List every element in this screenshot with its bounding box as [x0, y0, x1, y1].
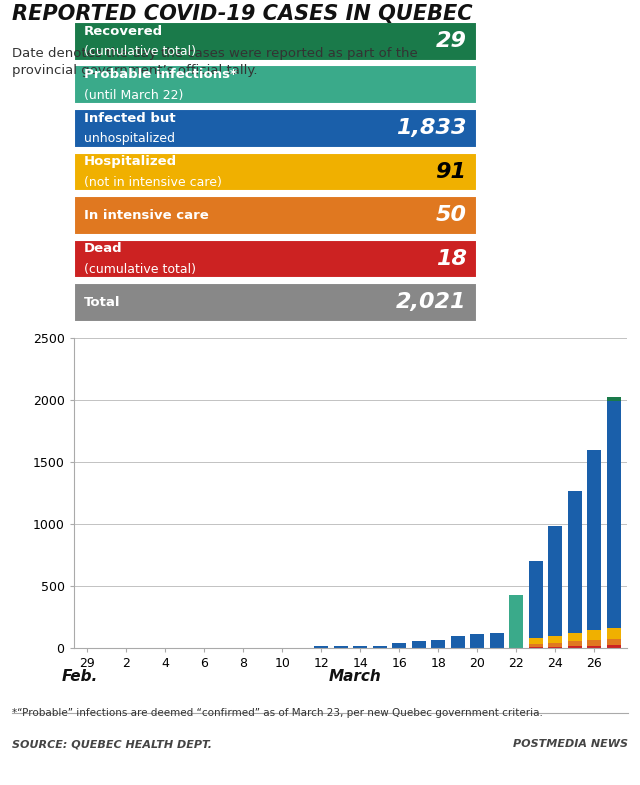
Bar — [587, 645, 601, 648]
Text: In intensive care: In intensive care — [84, 209, 209, 222]
Bar — [333, 646, 348, 648]
Bar — [607, 397, 621, 400]
Text: Recovered: Recovered — [84, 24, 163, 38]
Text: (not in intensive care): (not in intensive care) — [84, 176, 221, 188]
Bar — [607, 628, 621, 639]
Text: Feb.: Feb. — [62, 669, 98, 684]
Bar — [568, 641, 582, 646]
Text: unhospitalized: unhospitalized — [84, 132, 175, 145]
Bar — [548, 526, 562, 636]
Text: 2,021: 2,021 — [396, 293, 467, 312]
Bar — [607, 639, 621, 645]
Text: (cumulative total): (cumulative total) — [84, 263, 196, 276]
Text: Date denotes the day the cases were reported as part of the
provincial governmen: Date denotes the day the cases were repo… — [12, 47, 417, 77]
Bar — [548, 643, 562, 647]
Bar — [568, 646, 582, 648]
Bar — [509, 594, 523, 648]
Text: 18: 18 — [436, 249, 467, 269]
Bar — [587, 640, 601, 645]
Text: SOURCE: QUEBEC HEALTH DEPT.: SOURCE: QUEBEC HEALTH DEPT. — [12, 739, 211, 750]
Text: Total: Total — [84, 296, 120, 309]
Text: POSTMEDIA NEWS: POSTMEDIA NEWS — [513, 739, 628, 750]
Bar — [529, 561, 543, 638]
Bar — [529, 638, 543, 644]
Text: March: March — [329, 669, 381, 684]
Text: (until March 22): (until March 22) — [84, 89, 183, 101]
Bar — [412, 641, 426, 648]
Text: 50: 50 — [436, 206, 467, 225]
Text: Hospitalized: Hospitalized — [84, 155, 177, 168]
Bar — [451, 636, 465, 648]
Text: 91: 91 — [436, 162, 467, 182]
Bar — [372, 645, 387, 648]
Bar — [548, 636, 562, 643]
Bar — [548, 647, 562, 648]
Bar — [353, 645, 367, 648]
Bar — [314, 646, 328, 648]
Bar — [529, 644, 543, 647]
Bar — [470, 634, 484, 648]
Text: 29: 29 — [436, 31, 467, 51]
Bar — [587, 450, 601, 630]
Text: REPORTED COVID-19 CASES IN QUEBEC: REPORTED COVID-19 CASES IN QUEBEC — [12, 4, 472, 24]
Bar — [587, 630, 601, 640]
Text: Dead: Dead — [84, 243, 122, 255]
Text: Infected but: Infected but — [84, 111, 175, 125]
Bar — [392, 643, 406, 648]
Bar — [607, 645, 621, 648]
Text: 1,833: 1,833 — [396, 119, 467, 138]
Text: Probable infections*: Probable infections* — [84, 68, 237, 81]
Text: (cumulative total): (cumulative total) — [84, 45, 196, 58]
Bar — [607, 400, 621, 628]
Bar — [431, 640, 445, 648]
Bar — [568, 633, 582, 641]
Bar — [568, 491, 582, 633]
Text: *“Probable” infections are deemed “confirmed” as of March 23, per new Quebec gov: *“Probable” infections are deemed “confi… — [12, 708, 542, 718]
Bar — [490, 633, 504, 648]
